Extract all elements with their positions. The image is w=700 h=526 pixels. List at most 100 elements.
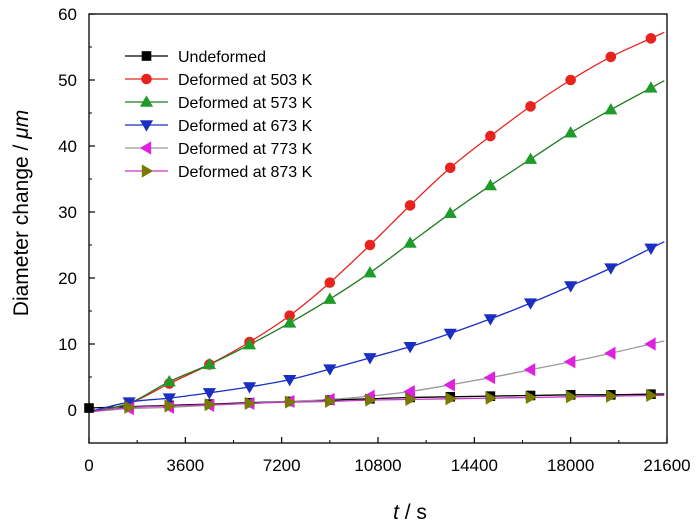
data-point-deformed-at-573-k xyxy=(604,103,618,115)
data-point-deformed-at-873-k xyxy=(485,391,498,405)
series-line-deformed-at-773-k xyxy=(88,340,665,413)
data-point-deformed-at-873-k xyxy=(525,390,538,405)
plot-markers xyxy=(84,33,658,416)
data-point-deformed-at-873-k xyxy=(405,392,417,407)
x-tick-label: 0 xyxy=(84,456,93,475)
data-point-deformed-at-873-k xyxy=(365,393,377,407)
legend-marker-deformed-at-673-k xyxy=(139,120,154,132)
x-tick-label: 14400 xyxy=(451,456,498,475)
legend-label-deformed-at-503-k: Deformed at 503 K xyxy=(178,72,313,89)
data-point-deformed-at-503-k xyxy=(485,130,496,142)
y-tick-label: 20 xyxy=(58,269,77,288)
data-point-deformed-at-503-k xyxy=(444,162,456,174)
data-point-deformed-at-673-k xyxy=(242,382,257,394)
data-point-deformed-at-573-k xyxy=(363,266,377,278)
data-point-deformed-at-873-k xyxy=(124,400,136,414)
data-point-deformed-at-673-k xyxy=(363,353,377,365)
y-tick-label: 10 xyxy=(58,335,77,354)
data-point-deformed-at-573-k xyxy=(202,357,216,370)
x-tick-label: 7200 xyxy=(263,456,301,475)
data-point-deformed-at-673-k xyxy=(644,243,658,255)
x-tick-label: 3600 xyxy=(166,456,204,475)
y-tick-label: 30 xyxy=(58,203,77,222)
series-markers-deformed-at-773-k xyxy=(122,337,656,416)
legend-marker-deformed-at-773-k xyxy=(139,141,152,155)
data-point-deformed-at-673-k xyxy=(443,328,457,341)
data-point-deformed-at-873-k xyxy=(164,399,176,413)
data-point-deformed-at-873-k xyxy=(646,388,658,403)
data-point-deformed-at-873-k xyxy=(284,395,297,409)
data-point-deformed-at-873-k xyxy=(244,396,257,410)
data-point-deformed-at-573-k xyxy=(644,81,658,93)
y-tick-label: 0 xyxy=(68,401,77,420)
x-axis-unit: / s xyxy=(399,501,427,524)
data-point-deformed-at-873-k xyxy=(445,392,457,406)
data-point-deformed-at-573-k xyxy=(564,126,578,138)
data-point-deformed-at-773-k xyxy=(403,384,415,399)
x-axis-label: t / s xyxy=(393,501,427,524)
plot-lines xyxy=(85,31,665,413)
y-tick-label: 60 xyxy=(58,5,77,24)
data-point-deformed-at-873-k xyxy=(606,389,618,403)
legend-label-deformed-at-773-k: Deformed at 773 K xyxy=(178,141,313,158)
legend-label-deformed-at-873-k: Deformed at 873 K xyxy=(178,164,313,181)
legend: Undeformed Deformed at 503 K Deformed at 5… xyxy=(125,49,313,181)
data-point-deformed-at-573-k xyxy=(283,316,297,328)
legend-label-deformed-at-573-k: Deformed at 573 K xyxy=(178,95,313,112)
series-line-deformed-at-573-k xyxy=(88,80,665,413)
data-point-deformed-at-573-k xyxy=(483,178,497,191)
data-point-deformed-at-503-k xyxy=(364,239,376,251)
data-point-deformed-at-673-k xyxy=(162,393,176,405)
data-point-deformed-at-673-k xyxy=(564,281,578,293)
data-point-deformed-at-773-k xyxy=(604,346,616,360)
legend-marker-deformed-at-503-k xyxy=(141,73,152,85)
data-point-deformed-at-673-k xyxy=(403,341,417,354)
data-point-deformed-at-503-k xyxy=(525,101,536,112)
data-point-deformed-at-573-k xyxy=(523,152,538,164)
y-axis: 0 10 20 30 40 50 60 xyxy=(58,5,95,444)
y-tick-label: 50 xyxy=(58,71,77,90)
data-point-deformed-at-673-k xyxy=(202,388,216,400)
legend-label-undeformed: Undeformed xyxy=(178,49,266,66)
data-point-deformed-at-773-k xyxy=(523,363,536,377)
data-point-deformed-at-873-k xyxy=(325,394,337,408)
data-point-deformed-at-573-k xyxy=(162,374,176,387)
data-point-deformed-at-673-k xyxy=(323,364,337,376)
y-tick-label: 40 xyxy=(58,137,77,156)
data-point-deformed-at-673-k xyxy=(483,314,497,326)
legend-label-deformed-at-673-k: Deformed at 673 K xyxy=(178,118,313,135)
data-point-deformed-at-503-k xyxy=(645,33,657,44)
data-point-deformed-at-773-k xyxy=(443,378,455,392)
data-point-deformed-at-503-k xyxy=(605,51,617,63)
legend-marker-undeformed xyxy=(141,51,152,61)
series-markers-deformed-at-873-k xyxy=(124,388,658,414)
data-point-deformed-at-873-k xyxy=(565,390,578,404)
x-tick-label: 10800 xyxy=(354,456,401,475)
y-axis-text: Diameter change / xyxy=(10,139,33,316)
data-point-deformed-at-773-k xyxy=(644,337,656,351)
data-point-deformed-at-503-k xyxy=(565,74,576,86)
x-tick-label: 21600 xyxy=(643,456,690,475)
y-axis-unit: μm xyxy=(10,110,33,140)
data-point-deformed-at-503-k xyxy=(324,277,336,288)
series-markers-deformed-at-673-k xyxy=(122,243,658,409)
data-point-deformed-at-573-k xyxy=(403,236,417,248)
data-point-deformed-at-673-k xyxy=(604,263,618,275)
data-point-deformed-at-673-k xyxy=(283,374,297,387)
series-line-deformed-at-503-k xyxy=(88,31,665,413)
data-point-deformed-at-773-k xyxy=(564,355,576,369)
x-axis: 0 3600 7200 10800 14400 18000 21600 xyxy=(84,437,691,475)
data-point-deformed-at-573-k xyxy=(242,338,257,350)
x-axis-variable: t xyxy=(393,501,400,524)
series-markers-deformed-at-503-k xyxy=(123,33,657,409)
data-point-deformed-at-503-k xyxy=(404,200,416,211)
series-line-deformed-at-873-k xyxy=(88,394,665,413)
data-point-deformed-at-573-k xyxy=(443,206,457,219)
x-tick-label: 18000 xyxy=(547,456,594,475)
data-point-deformed-at-673-k xyxy=(523,298,538,310)
y-axis-label: Diameter change / μm xyxy=(10,110,33,316)
data-point-deformed-at-573-k xyxy=(323,292,337,304)
data-point-deformed-at-873-k xyxy=(204,398,217,412)
legend-marker-deformed-at-873-k xyxy=(141,164,154,178)
